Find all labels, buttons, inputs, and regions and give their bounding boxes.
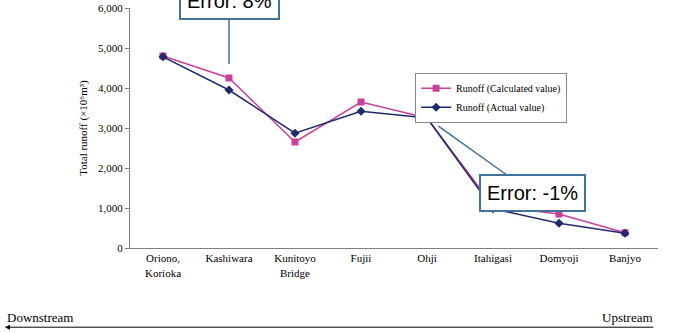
svg-text:Upstream: Upstream [602,310,653,325]
svg-text:Error: -1%: Error: -1% [487,182,578,204]
svg-text:2,000: 2,000 [98,162,123,174]
svg-text:Error: 8%: Error: 8% [187,0,272,12]
svg-text:Ohji: Ohji [417,252,437,264]
svg-text:Banjyo: Banjyo [609,252,641,264]
svg-text:KunitoyoBridge: KunitoyoBridge [274,252,316,278]
svg-text:4,000: 4,000 [98,82,123,94]
svg-text:Runoff (Actual value): Runoff (Actual value) [456,102,544,114]
svg-text:Runoff (Calculated value): Runoff (Calculated value) [456,83,560,95]
svg-text:1,000: 1,000 [98,202,123,214]
svg-text:Downstream: Downstream [7,310,73,325]
svg-text:Oriono,Korioka: Oriono,Korioka [145,252,181,278]
svg-text:6,000: 6,000 [98,2,123,14]
svg-text:Total runoff (×10⁶m³): Total runoff (×10⁶m³) [77,80,90,176]
svg-text:0: 0 [117,242,123,254]
svg-text:Domyoji: Domyoji [539,252,578,264]
svg-text:Fujii: Fujii [351,252,372,264]
svg-text:Itahigasi: Itahigasi [474,252,512,264]
svg-text:Kashiwara: Kashiwara [205,252,252,264]
svg-text:5,000: 5,000 [98,42,123,54]
svg-text:3,000: 3,000 [98,122,123,134]
